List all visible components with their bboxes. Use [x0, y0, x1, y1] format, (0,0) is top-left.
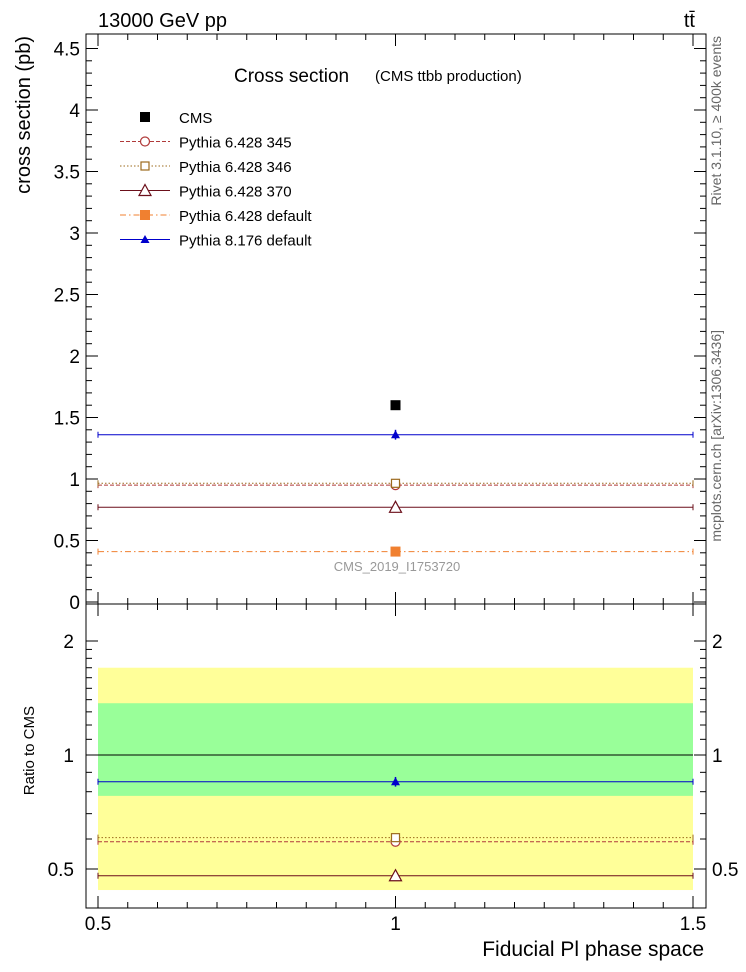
ratio-y-tick-label-right: 1	[712, 746, 723, 767]
ratio-y-tick-label-left: 1	[63, 746, 74, 767]
ratio-y-axis-label: Ratio to CMS	[21, 706, 38, 795]
ratio-y-tick-label-left: 0.5	[48, 860, 74, 881]
legend-marker-cms	[140, 112, 150, 122]
legend-marker-pythia-6-428-345	[139, 136, 151, 147]
legend-label-pythia-6-428-370: Pythia 6.428 370	[179, 184, 292, 201]
ratio-panel: 0.5 1 1.5 0.5 0.5 1 1 2 2	[48, 603, 738, 935]
chart-subtitle: (CMS ttbb production)	[375, 68, 522, 85]
legend-label-pythia-8-176-default: Pythia 8.176 default	[179, 233, 312, 250]
legend: CMS Pythia 6.428 345 Pythia 6.428 346 Pythi…	[120, 110, 312, 250]
legend-marker-pythia-6-428-default	[140, 210, 150, 220]
main-y-tick-label: 0.5	[54, 532, 80, 553]
legend-marker-pythia-8-176-default	[140, 235, 150, 243]
analysis-tag: CMS_2019_I1753720	[334, 559, 461, 574]
data-point-pythia-6-428-370	[388, 500, 403, 513]
legend-marker-pythia-6-428-346	[140, 161, 150, 171]
main-y-tick-label: 0	[69, 593, 80, 614]
main-y-axis-label: cross section (pb)	[13, 36, 35, 194]
main-y-tick-label: 2	[69, 347, 80, 368]
ratio-point-pythia-6-428-346	[390, 833, 401, 843]
chart-title: Cross section	[234, 66, 349, 87]
mcplots-reference-label: mcplots.cern.ch [arXiv:1306.3436]	[708, 330, 724, 542]
data-point-pythia-6-428-346	[390, 478, 401, 488]
ratio-y-tick-label-left: 2	[63, 632, 74, 653]
x-tick-label: 0.5	[85, 914, 111, 935]
main-y-tick-label: 3.5	[54, 163, 80, 184]
x-axis-label: Fiducial Pl phase space	[482, 938, 704, 961]
legend-label-pythia-6-428-345: Pythia 6.428 345	[179, 135, 292, 152]
ratio-y-tick-label-right: 0.5	[712, 860, 738, 881]
main-y-tick-label: 4.5	[54, 40, 80, 61]
main-y-tick-label: 2.5	[54, 286, 80, 307]
header-channel: tt̄	[684, 10, 696, 32]
legend-label-pythia-6-428-default: Pythia 6.428 default	[179, 208, 312, 225]
x-tick-label: 1.5	[680, 914, 706, 935]
data-point-pythia-6-428-default	[390, 546, 401, 557]
ratio-y-tick-label-right: 2	[712, 632, 723, 653]
main-panel: 0 0.5 1 1.5 2 2.5 3 3.5 4 4.5 Cross section (CMS tt…	[54, 33, 707, 614]
main-y-tick-label: 3	[69, 224, 80, 245]
rivet-version-label: Rivet 3.1.10, ≥ 400k events	[708, 36, 724, 206]
legend-label-pythia-6-428-346: Pythia 6.428 346	[179, 159, 292, 176]
main-y-tick-label: 4	[69, 101, 80, 122]
legend-marker-pythia-6-428-370	[137, 183, 153, 197]
data-point-pythia-8-176-default	[391, 430, 400, 439]
ratio-point-pythia-6-428-370	[388, 868, 403, 882]
ratio-point-pythia-8-176-default	[391, 777, 400, 786]
legend-label-cms: CMS	[179, 110, 212, 127]
main-y-tick-label: 1	[69, 470, 80, 491]
main-y-tick-label: 1.5	[54, 409, 80, 430]
header-process: 13000 GeV pp	[98, 10, 227, 32]
data-point-cms	[390, 400, 401, 411]
x-tick-label: 1	[390, 914, 401, 935]
